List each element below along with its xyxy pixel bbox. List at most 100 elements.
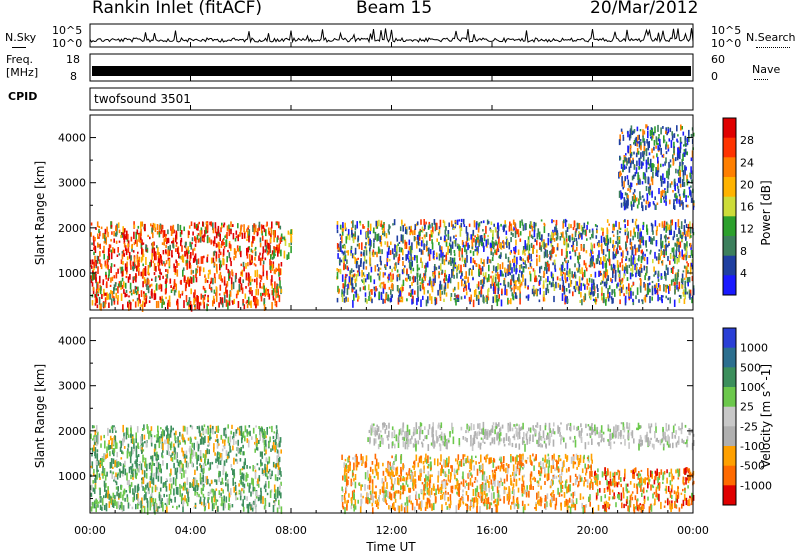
scatter-cell — [256, 447, 259, 451]
scatter-cell — [622, 167, 624, 173]
scatter-cell — [185, 295, 188, 303]
scatter-cell — [539, 247, 541, 250]
scatter-cell — [460, 264, 462, 273]
scatter-cell — [689, 242, 692, 248]
scatter-cell — [517, 229, 520, 235]
scatter-cell — [195, 276, 198, 283]
scatter-cell — [112, 466, 114, 469]
scatter-cell — [264, 505, 267, 511]
scatter-cell — [493, 281, 496, 285]
scatter-cell — [174, 266, 177, 274]
scatter-cell — [379, 235, 381, 243]
scatter-cell — [678, 193, 681, 197]
scatter-cell — [100, 443, 102, 448]
scatter-cell — [625, 256, 628, 261]
scatter-cell — [259, 237, 262, 243]
scatter-cell — [574, 287, 577, 293]
scatter-cell — [220, 227, 222, 233]
scatter-cell — [535, 275, 537, 283]
scatter-cell — [120, 487, 123, 491]
scatter-cell — [649, 288, 651, 293]
scatter-cell — [583, 248, 585, 251]
scatter-cell — [380, 294, 383, 300]
scatter-cell — [360, 260, 362, 267]
scatter-cell — [353, 294, 355, 301]
scatter-cell — [477, 286, 480, 290]
scatter-cell — [190, 221, 193, 226]
scatter-cell — [684, 234, 687, 237]
scatter-cell — [427, 283, 429, 286]
scatter-cell — [619, 157, 622, 160]
scatter-cell — [686, 151, 688, 156]
scatter-cell — [159, 463, 161, 467]
scatter-cell — [556, 276, 559, 281]
scatter-cell — [639, 191, 641, 199]
scatter-cell — [223, 428, 225, 436]
scatter-cell — [481, 279, 484, 284]
scatter-cell — [400, 234, 403, 242]
nave-right-tick-top: 60 — [711, 53, 725, 66]
scatter-cell — [129, 302, 132, 310]
scatter-cell — [665, 200, 667, 206]
scatter-cell — [507, 281, 510, 288]
scatter-cell — [253, 262, 256, 266]
scatter-cell — [118, 229, 121, 234]
scatter-cell — [191, 242, 193, 245]
scatter-cell — [165, 233, 167, 237]
scatter-cell — [209, 432, 212, 438]
scatter-cell — [243, 224, 245, 233]
nave-right-tick-bottom: 0 — [711, 70, 718, 83]
scatter-cell — [207, 426, 209, 435]
scatter-cell — [629, 230, 632, 237]
scatter-cell — [488, 485, 491, 493]
scatter-cell — [206, 481, 208, 485]
scatter-cell — [376, 224, 379, 229]
scatter-cell — [690, 133, 693, 138]
scatter-cell — [280, 236, 282, 240]
scatter-cell — [491, 278, 494, 286]
scatter-cell — [591, 278, 593, 283]
scatter-cell — [132, 470, 134, 478]
scatter-cell — [101, 473, 104, 476]
scatter-cell — [665, 234, 667, 237]
scatter-cell — [653, 146, 655, 151]
scatter-cell — [667, 267, 669, 275]
scatter-cell — [217, 459, 219, 462]
scatter-cell — [184, 469, 187, 474]
scatter-cell — [444, 269, 446, 276]
scatter-cell — [618, 236, 621, 244]
scatter-cell — [629, 129, 632, 136]
scatter-cell — [93, 440, 96, 446]
scatter-cell — [210, 479, 213, 485]
ytick-label: 2000 — [58, 222, 86, 235]
scatter-cell — [622, 134, 625, 137]
scatter-cell — [595, 299, 598, 302]
scatter-cell — [626, 265, 628, 274]
scatter-cell — [679, 231, 682, 236]
scatter-cell — [169, 301, 171, 307]
scatter-cell — [133, 256, 136, 263]
scatter-cell — [127, 233, 129, 240]
scatter-cell — [343, 495, 346, 500]
scatter-cell — [202, 493, 205, 498]
scatter-cell — [268, 456, 271, 464]
scatter-cell — [690, 157, 693, 162]
scatter-cell — [400, 247, 403, 253]
scatter-cell — [673, 299, 676, 307]
scatter-cell — [384, 241, 386, 245]
scatter-cell — [106, 259, 109, 266]
scatter-cell — [619, 284, 622, 288]
scatter-cell — [506, 240, 509, 246]
scatter-cell — [601, 262, 603, 265]
scatter-cell — [271, 445, 274, 451]
scatter-cell — [239, 448, 242, 452]
scatter-cell — [635, 218, 638, 222]
scatter-cell — [228, 242, 231, 249]
scatter-cell — [212, 240, 215, 244]
scatter-cell — [161, 295, 163, 300]
scatter-cell — [630, 125, 633, 134]
scatter-cell — [275, 464, 277, 469]
scatter-cell — [162, 449, 164, 453]
scatter-cell — [223, 280, 226, 286]
beam-title: Beam 15 — [356, 0, 433, 18]
